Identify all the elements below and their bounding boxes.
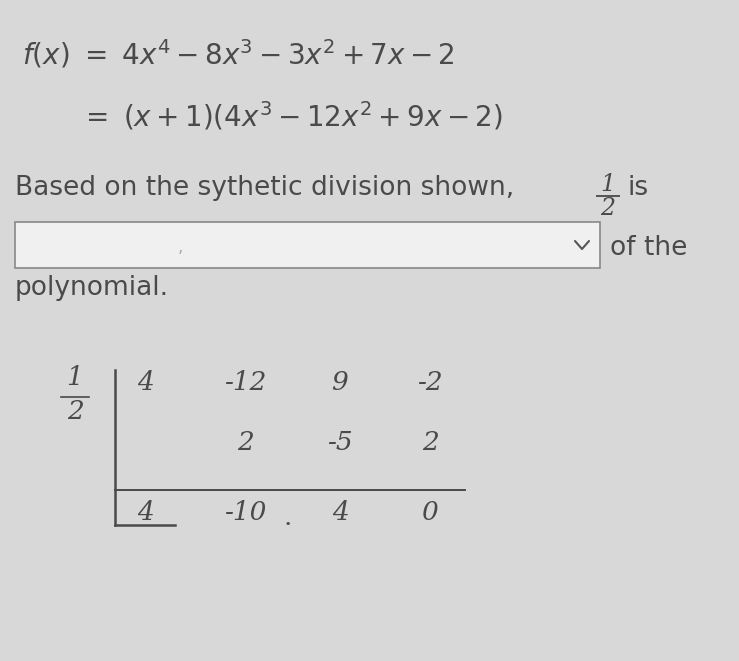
Text: $f(x)\ =\ 4x^4-8x^3-3x^2+7x-2$: $f(x)\ =\ 4x^4-8x^3-3x^2+7x-2$: [22, 38, 454, 71]
Text: 2: 2: [236, 430, 253, 455]
Text: .: .: [283, 505, 292, 530]
Text: 9: 9: [332, 370, 348, 395]
Text: ,: ,: [177, 238, 183, 256]
Text: Based on the sythetic division shown,: Based on the sythetic division shown,: [15, 175, 514, 201]
Text: -12: -12: [224, 370, 266, 395]
Text: is: is: [628, 175, 649, 201]
Text: polynomial.: polynomial.: [15, 275, 169, 301]
Text: 2: 2: [67, 399, 84, 424]
Text: 4: 4: [332, 500, 348, 525]
Bar: [15, 222, 600, 268]
Text: of the: of the: [610, 235, 687, 261]
Text: -10: -10: [224, 500, 266, 525]
Text: -5: -5: [327, 430, 353, 455]
Text: 4: 4: [137, 370, 154, 395]
Text: 1: 1: [67, 365, 84, 390]
Text: 4: 4: [137, 500, 154, 525]
Text: 2: 2: [601, 197, 616, 220]
Text: 0: 0: [422, 500, 438, 525]
Text: 2: 2: [422, 430, 438, 455]
Text: 1: 1: [601, 173, 616, 196]
Text: $=\ (x+1)(4x^3-12x^2+9x-2)$: $=\ (x+1)(4x^3-12x^2+9x-2)$: [80, 100, 503, 133]
Text: -2: -2: [418, 370, 443, 395]
